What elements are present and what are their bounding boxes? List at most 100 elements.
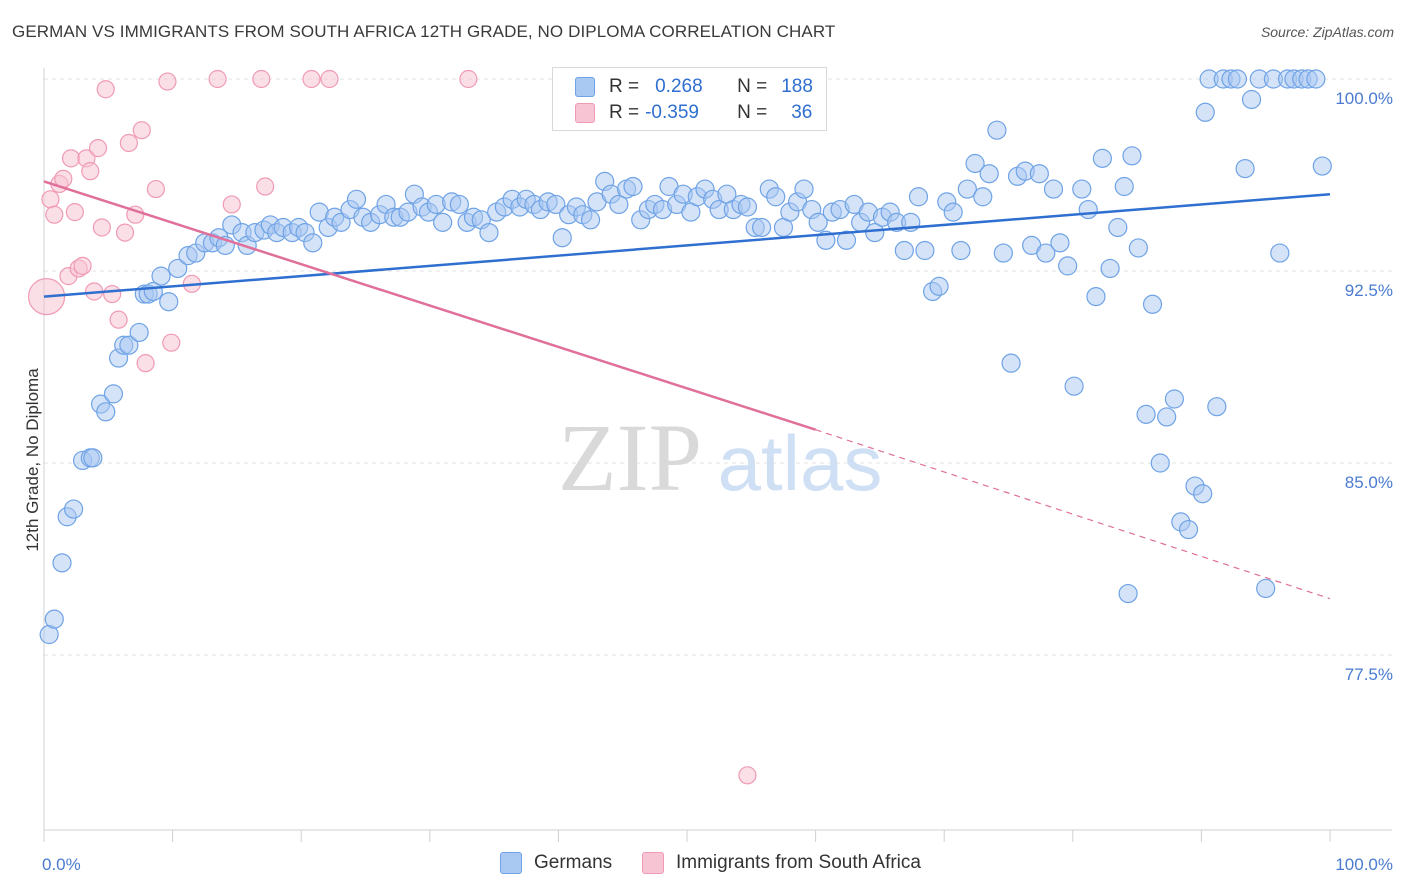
point-germans xyxy=(1128,238,1148,258)
legend-row-germans: R = 0.268 N = 188 xyxy=(575,74,813,100)
point-immigrants xyxy=(738,766,757,785)
point-germans xyxy=(1306,69,1326,89)
point-germans xyxy=(103,384,124,404)
trend-immigrants xyxy=(43,180,816,431)
point-germans xyxy=(1193,484,1213,504)
trend-lines xyxy=(43,180,1331,600)
point-germans xyxy=(965,153,985,174)
point-germans xyxy=(303,233,323,253)
point-germans xyxy=(1256,578,1276,599)
legend-item-germans[interactable]: Germans xyxy=(500,852,612,874)
point-immigrants xyxy=(132,121,151,140)
point-immigrants xyxy=(41,190,60,209)
point-germans xyxy=(96,402,116,422)
immigrants-swatch xyxy=(642,852,664,874)
y-tick-label: 77.5% xyxy=(1345,665,1393,684)
point-germans xyxy=(1270,243,1290,263)
point-germans xyxy=(794,179,814,199)
point-immigrants xyxy=(256,177,275,196)
point-germans xyxy=(1241,89,1262,110)
point-germans xyxy=(929,276,949,296)
point-immigrants xyxy=(208,69,227,89)
point-germans xyxy=(119,335,139,355)
point-germans xyxy=(346,189,367,209)
point-immigrants xyxy=(252,69,271,89)
point-immigrants xyxy=(45,205,64,224)
legend-n-value: 36 xyxy=(791,102,813,123)
legend-r-label: R = xyxy=(609,76,640,97)
point-germans xyxy=(973,187,993,207)
point-germans xyxy=(168,258,188,279)
correlation-legend: R = 0.268 N = 188 R = -0.359 N = 36 xyxy=(552,67,827,131)
point-immigrants xyxy=(88,139,108,158)
point-germans xyxy=(766,187,786,207)
chart-title: GERMAN VS IMMIGRANTS FROM SOUTH AFRICA 1… xyxy=(12,22,836,41)
point-germans xyxy=(1195,102,1215,122)
watermark-zip: ZIP xyxy=(558,404,702,511)
point-germans xyxy=(915,240,935,261)
point-immigrants xyxy=(96,80,115,99)
point-germans xyxy=(979,164,999,184)
point-immigrants xyxy=(73,256,92,275)
point-immigrants xyxy=(222,195,241,214)
point-germans xyxy=(737,197,758,217)
gridlines xyxy=(44,78,1392,656)
legend-row-immigrants: R = -0.359 N = 36 xyxy=(575,100,812,126)
point-germans xyxy=(479,223,499,243)
point-germans xyxy=(1064,376,1084,396)
x-tick-labels: 0.0% 100.0% xyxy=(42,855,1393,874)
point-germans xyxy=(1164,389,1184,409)
point-germans xyxy=(1227,69,1248,89)
point-germans xyxy=(63,499,84,519)
point-germans xyxy=(1122,146,1142,166)
point-immigrants xyxy=(61,149,81,168)
point-germans xyxy=(957,179,977,199)
point-germans xyxy=(943,202,963,222)
point-germans xyxy=(1157,407,1177,427)
point-immigrants xyxy=(158,72,177,91)
legend-n-label: N = xyxy=(737,102,768,123)
legend-n-label: N = xyxy=(737,76,768,97)
immigrants-swatch xyxy=(575,103,595,123)
point-germans xyxy=(1050,233,1070,253)
legend-item-immigrants[interactable]: Immigrants from South Africa xyxy=(642,852,921,874)
point-germans xyxy=(52,553,72,573)
point-germans xyxy=(1043,179,1064,199)
point-germans xyxy=(580,210,601,230)
y-tick-labels: 100.0% 92.5% 85.0% 77.5% xyxy=(1335,89,1393,684)
series-legend: Germans Immigrants from South Africa xyxy=(0,852,1406,878)
legend-n-value: 188 xyxy=(781,76,813,97)
germans-swatch xyxy=(500,852,522,874)
point-germans xyxy=(894,240,914,261)
point-germans xyxy=(1136,404,1156,424)
point-immigrants xyxy=(162,333,181,352)
point-germans xyxy=(987,120,1007,140)
point-germans xyxy=(908,187,929,207)
trend-immigrants-extrapolated xyxy=(815,429,1331,600)
point-germans xyxy=(159,292,179,312)
point-immigrants xyxy=(136,354,155,373)
point-germans xyxy=(808,212,828,232)
point-germans xyxy=(609,194,629,215)
germans-points xyxy=(39,69,1332,645)
point-germans xyxy=(1207,397,1227,417)
point-germans xyxy=(1001,353,1021,373)
watermark: ZIP atlas xyxy=(558,404,882,511)
point-germans xyxy=(1072,179,1092,199)
point-germans xyxy=(1029,164,1049,184)
point-germans xyxy=(1092,148,1112,168)
y-axis-label: 12th Grade, No Diploma xyxy=(23,368,42,552)
point-germans xyxy=(1036,243,1056,263)
legend-label-germans: Germans xyxy=(534,852,613,873)
point-germans xyxy=(1100,258,1120,279)
trend-germans xyxy=(43,192,1331,298)
point-germans xyxy=(546,194,566,215)
y-tick-label: 100.0% xyxy=(1335,89,1393,108)
point-immigrants xyxy=(92,218,111,237)
axes xyxy=(43,68,1392,842)
point-germans xyxy=(449,194,469,215)
point-germans xyxy=(433,212,453,232)
point-germans xyxy=(552,228,572,248)
x-tick-label: 0.0% xyxy=(42,855,81,874)
